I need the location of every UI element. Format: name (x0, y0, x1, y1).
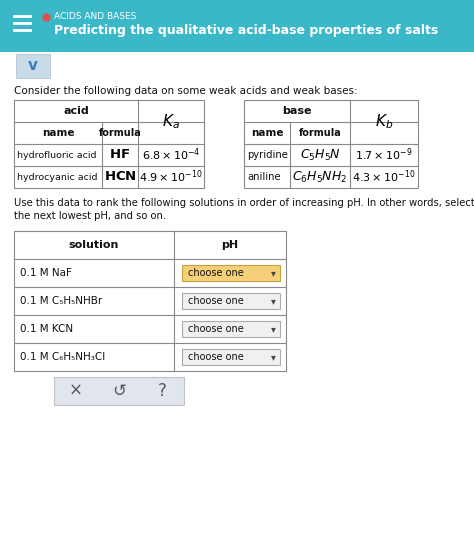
Text: pyridine: pyridine (247, 150, 288, 160)
Text: ▾: ▾ (271, 268, 276, 278)
Text: ACIDS AND BASES: ACIDS AND BASES (54, 12, 137, 21)
Text: $K_b$: $K_b$ (375, 113, 393, 131)
Text: $\mathbf{HCN}$: $\mathbf{HCN}$ (104, 170, 137, 183)
Text: Consider the following data on some weak acids and weak bases:: Consider the following data on some weak… (14, 86, 357, 96)
Text: hydrofluoric acid: hydrofluoric acid (17, 151, 97, 160)
Text: $\mathbf{HF}$: $\mathbf{HF}$ (109, 148, 130, 161)
Text: choose one: choose one (188, 296, 244, 306)
Bar (244, 100, 418, 188)
Bar (0, 0, 474, 52)
Text: acid: acid (63, 106, 89, 116)
Text: $C_6H_5NH_2$: $C_6H_5NH_2$ (292, 169, 347, 184)
Text: $K_a$: $K_a$ (162, 113, 180, 131)
Text: choose one: choose one (188, 268, 244, 278)
Text: ×: × (69, 382, 83, 400)
Text: $4.3\times10^{-10}$: $4.3\times10^{-10}$ (352, 169, 416, 185)
Text: solution: solution (69, 240, 119, 250)
Text: base: base (282, 106, 312, 116)
Text: hydrocyanic acid: hydrocyanic acid (17, 173, 98, 182)
Bar (14, 100, 204, 188)
Text: ▾: ▾ (271, 324, 276, 334)
Text: name: name (251, 128, 283, 138)
Text: $1.7\times10^{-9}$: $1.7\times10^{-9}$ (355, 147, 413, 163)
Bar (182, 349, 280, 365)
Text: 0.1 M C₅H₅NHBr: 0.1 M C₅H₅NHBr (20, 296, 102, 306)
Text: formula: formula (299, 128, 341, 138)
Text: name: name (42, 128, 74, 138)
Text: the next lowest pH, and so on.: the next lowest pH, and so on. (14, 211, 166, 221)
Text: $C_5H_5N$: $C_5H_5N$ (300, 147, 340, 162)
Bar (182, 265, 280, 281)
Text: $4.9\times10^{-10}$: $4.9\times10^{-10}$ (139, 169, 203, 185)
Text: 0.1 M KCN: 0.1 M KCN (20, 324, 73, 334)
Text: ▾: ▾ (271, 296, 276, 306)
Bar (54, 377, 184, 405)
Bar (182, 321, 280, 337)
Text: Predicting the qualitative acid-base properties of salts: Predicting the qualitative acid-base pro… (54, 24, 438, 37)
Text: formula: formula (99, 128, 141, 138)
Text: ↺: ↺ (112, 382, 126, 400)
Text: Use this data to rank the following solutions in order of increasing pH. In othe: Use this data to rank the following solu… (14, 198, 474, 209)
Text: aniline: aniline (247, 172, 281, 182)
Text: ▾: ▾ (271, 352, 276, 362)
Text: 0.1 M C₆H₅NH₃Cl: 0.1 M C₆H₅NH₃Cl (20, 352, 105, 362)
Text: 0.1 M NaF: 0.1 M NaF (20, 268, 72, 278)
Bar (16, 54, 50, 78)
Text: ?: ? (157, 382, 166, 400)
Text: choose one: choose one (188, 352, 244, 362)
Bar (182, 293, 280, 309)
Text: $6.8\times10^{-4}$: $6.8\times10^{-4}$ (142, 147, 200, 163)
Bar (14, 231, 286, 371)
Text: pH: pH (221, 240, 238, 250)
Text: choose one: choose one (188, 324, 244, 334)
Text: v: v (28, 58, 38, 73)
